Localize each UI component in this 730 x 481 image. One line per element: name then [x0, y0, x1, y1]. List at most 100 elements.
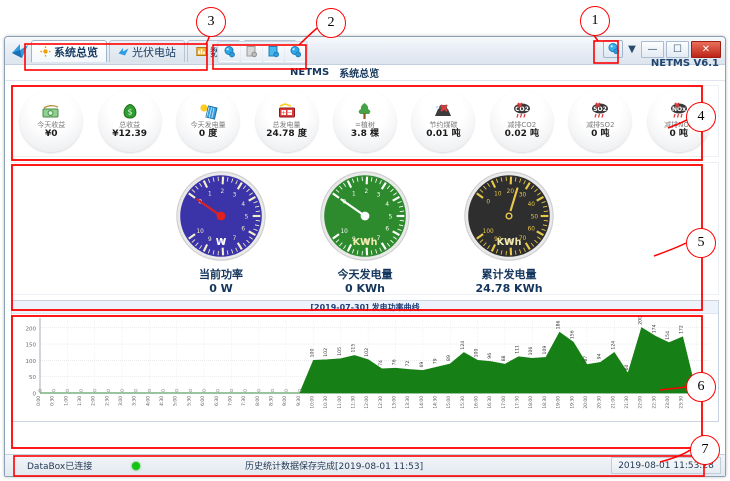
svg-text:5:00: 5:00 — [173, 396, 179, 406]
grey-page-icon — [245, 43, 258, 62]
window-menu-button[interactable]: ▼ — [628, 43, 636, 55]
svg-text:17:30: 17:30 — [515, 396, 521, 409]
svg-text:6: 6 — [385, 227, 389, 233]
tab-solar-plant[interactable]: 光伏电站 — [109, 40, 185, 62]
svg-text:4: 4 — [385, 202, 389, 208]
breadcrumb-page: 系统总览 — [339, 69, 380, 80]
report-tool-button[interactable] — [263, 43, 284, 62]
kpi-card-total-income[interactable]: $ 总收益 ¥12.39 — [98, 90, 161, 152]
kpi-card-so2-reduced[interactable]: SO2 减排SO2 0 吨 — [569, 90, 632, 152]
kpi-card-today-income[interactable]: 今天收益 ¥0 — [20, 90, 83, 152]
refresh-tool-button[interactable] — [219, 43, 240, 62]
statusbar-message: 历史统计数据保存完成[2019-08-01 11:53] — [245, 462, 424, 472]
svg-text:150: 150 — [26, 343, 37, 349]
svg-text:100: 100 — [474, 349, 480, 358]
tab-label: 系统总览 — [54, 45, 98, 59]
kpi-card-co2-reduced[interactable]: CO2 减排CO2 0.02 吨 — [490, 90, 553, 152]
svg-text:74: 74 — [378, 360, 384, 366]
gauge-value: 0 W — [209, 282, 233, 295]
svg-text:21:30: 21:30 — [624, 396, 630, 409]
svg-text:11:00: 11:00 — [337, 396, 343, 409]
solar-panel-icon — [198, 101, 218, 121]
kpi-value: 0.01 吨 — [426, 129, 461, 140]
window-controls[interactable]: ▼ — ☐ ✕ — [603, 40, 721, 58]
kpi-label: 总收益 — [119, 121, 141, 130]
toolbar-strip[interactable] — [217, 41, 308, 64]
co2-cloud-icon: CO2 — [511, 101, 533, 121]
svg-text:12:30: 12:30 — [378, 396, 384, 409]
svg-text:87: 87 — [583, 356, 589, 362]
svg-text:4:30: 4:30 — [159, 396, 165, 406]
svg-text:4:00: 4:00 — [145, 396, 151, 406]
svg-text:18:30: 18:30 — [542, 396, 548, 409]
svg-text:88: 88 — [501, 355, 507, 361]
chart-title: [2019-07-30] 发电功率曲线 — [12, 301, 718, 314]
svg-text:100: 100 — [26, 359, 37, 365]
svg-text:100: 100 — [483, 229, 494, 235]
sync-tool-button[interactable] — [285, 43, 306, 62]
svg-text:50: 50 — [531, 214, 539, 220]
svg-text:6:00: 6:00 — [200, 396, 206, 406]
breadcrumb: NETMS 系统总览 — [5, 65, 725, 81]
svg-text:0: 0 — [486, 200, 490, 206]
svg-text:4: 4 — [241, 202, 245, 208]
svg-text:17:00: 17:00 — [501, 396, 507, 409]
kpi-card-trees-planted[interactable]: =植树 3.8 棵 — [333, 90, 396, 152]
power-curve-chart[interactable]: 0 50 100 150 200 0:00 0:30 1:00 1:30 2:00 2:30 3:00… — [12, 314, 718, 421]
svg-text:109: 109 — [542, 346, 548, 355]
svg-text:8:30: 8:30 — [268, 396, 274, 406]
svg-text:23:30: 23:30 — [679, 396, 685, 409]
svg-text:14:30: 14:30 — [433, 396, 439, 409]
svg-text:40: 40 — [528, 202, 536, 208]
main-content: 今天收益 ¥0 $ 总收益 ¥12.39 今天发电量 0 度 + − — [5, 81, 725, 454]
svg-text:96: 96 — [487, 353, 493, 359]
minimize-button[interactable]: — — [641, 40, 664, 58]
blue-page-icon — [267, 43, 280, 62]
gauge-name: 今天发电量 — [337, 268, 393, 281]
svg-text:13:30: 13:30 — [405, 396, 411, 409]
kpi-label: 今天收益 — [37, 121, 66, 130]
kpi-card-total-generation[interactable]: + − 总发电量 24.78 度 — [255, 90, 318, 152]
kpi-value: 3.8 棵 — [350, 129, 379, 140]
svg-text:60: 60 — [624, 365, 630, 371]
svg-text:200: 200 — [638, 316, 644, 325]
close-button[interactable]: ✕ — [691, 40, 721, 58]
svg-text:5: 5 — [245, 214, 249, 220]
svg-text:3: 3 — [377, 193, 381, 199]
maximize-button[interactable]: ☐ — [666, 40, 689, 58]
kpi-value: ¥0 — [44, 129, 58, 140]
svg-text:3:30: 3:30 — [132, 396, 138, 406]
coal-icon — [433, 101, 453, 121]
application-window: 系统总览 光伏电站 数据 设置 — [4, 36, 726, 477]
svg-text:154: 154 — [665, 331, 671, 340]
svg-text:15:30: 15:30 — [460, 396, 466, 409]
export-tool-button[interactable] — [241, 43, 262, 62]
svg-text:172: 172 — [679, 325, 685, 334]
svg-text:23:00: 23:00 — [665, 396, 671, 409]
svg-text:174: 174 — [651, 324, 657, 333]
kpi-card-today-generation[interactable]: 今天发电量 0 度 — [177, 90, 240, 152]
tab-system-overview[interactable]: 系统总览 — [31, 40, 107, 62]
breadcrumb-app: NETMS — [290, 67, 330, 78]
svg-text:72: 72 — [405, 361, 411, 367]
svg-text:13:00: 13:00 — [392, 396, 398, 409]
svg-text:1: 1 — [208, 191, 212, 197]
svg-text:2:00: 2:00 — [91, 396, 97, 406]
annotation-callout-4: 4 — [686, 102, 716, 132]
svg-text:19:30: 19:30 — [569, 396, 575, 409]
svg-text:69: 69 — [419, 362, 425, 368]
svg-text:2: 2 — [220, 189, 224, 195]
statusbar: DataBox已连接 历史统计数据保存完成[2019-08-01 11:53] … — [5, 454, 725, 476]
svg-text:79: 79 — [433, 358, 439, 364]
svg-text:0:00: 0:00 — [36, 396, 42, 406]
svg-text:3:00: 3:00 — [118, 396, 124, 406]
svg-text:10: 10 — [494, 191, 502, 197]
svg-text:14:00: 14:00 — [419, 396, 425, 409]
svg-text:NOx: NOx — [672, 106, 686, 113]
kpi-card-coal-saved[interactable]: 节约煤碳 0.01 吨 — [412, 90, 475, 152]
quick-access-button[interactable] — [603, 40, 623, 58]
money-cash-icon — [41, 101, 61, 121]
version-label: NETMS V6.1 — [650, 58, 719, 69]
gauge-row: 0 1 2 3 4 5 6 7 8 9 10 W 当前功率 0 W 0 1 2 3 4 5 6 7 8 9 10 KWh 今… — [11, 162, 719, 295]
